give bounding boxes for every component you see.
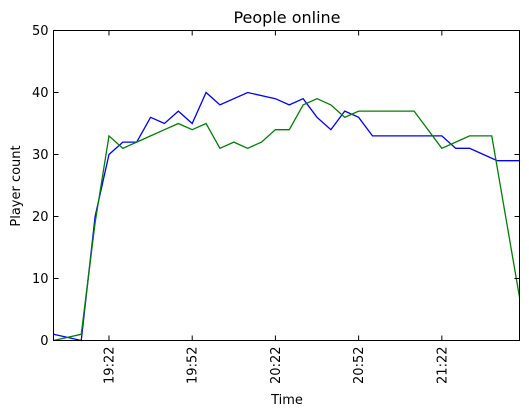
- plot-frame: [53, 30, 520, 341]
- y-tick-label: 50: [32, 24, 49, 39]
- y-tick-label: 40: [32, 86, 49, 101]
- y-tick-label: 0: [40, 334, 48, 349]
- x-tick-label: 20:22: [269, 347, 284, 384]
- y-axis: 0 10 20 30 40 50: [32, 24, 520, 349]
- x-tick-label: 20:52: [352, 347, 367, 384]
- y-axis-label: Player count: [9, 145, 24, 226]
- x-axis: 19:22 19:52 20:22 20:52 21:22: [102, 30, 450, 384]
- x-axis-label: Time: [270, 393, 303, 408]
- series-line-1: [53, 91, 520, 342]
- x-tick-label: 19:52: [186, 347, 201, 384]
- plot-area: [53, 91, 521, 342]
- x-tick-label: 19:22: [102, 347, 117, 384]
- y-tick-label: 10: [32, 272, 49, 287]
- chart-title: People online: [233, 8, 340, 27]
- series-line-2: [53, 97, 521, 342]
- x-tick-label: 21:22: [435, 347, 450, 384]
- y-tick-label: 30: [32, 148, 49, 163]
- y-tick-label: 20: [32, 210, 49, 225]
